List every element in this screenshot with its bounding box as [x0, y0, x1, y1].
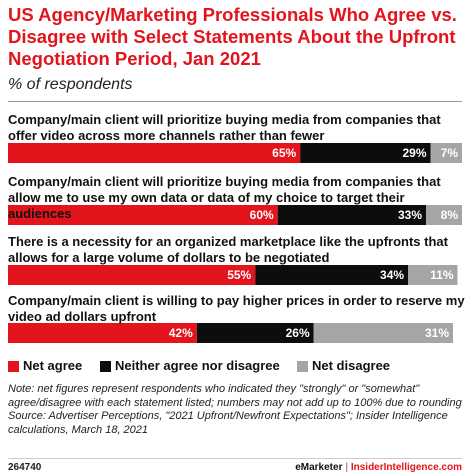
- category-label: There is a necessity for an organized ma…: [8, 234, 448, 265]
- legend-swatch: [297, 361, 308, 372]
- category-label: Company/main client will prioritize buyi…: [8, 174, 441, 221]
- bar-segment: [408, 265, 458, 285]
- data-label: 7%: [441, 146, 459, 160]
- data-label: 33%: [398, 208, 422, 222]
- legend-label: Net disagree: [312, 358, 391, 373]
- legend-label: Neither agree nor disagree: [115, 358, 280, 373]
- bar-segment: [255, 265, 409, 285]
- bar-segment: [426, 205, 462, 225]
- data-label: 11%: [430, 268, 454, 282]
- data-label: 34%: [380, 268, 404, 282]
- bar-segment: [196, 323, 314, 343]
- separator: |: [345, 462, 349, 473]
- chart-subtitle: % of respondents: [8, 76, 133, 93]
- data-label: 26%: [286, 326, 310, 340]
- bar-segment: [430, 143, 462, 163]
- footer-id: 264740: [8, 462, 42, 473]
- bar-segment: [313, 323, 454, 343]
- bar-segment: [8, 143, 301, 163]
- data-label: 8%: [441, 208, 459, 222]
- bar-segment: [277, 205, 427, 225]
- data-label: 60%: [250, 208, 274, 222]
- divider: [8, 101, 462, 102]
- category-label: Company/main client is willing to pay hi…: [8, 293, 465, 324]
- source: Source: Advertiser Perceptions, "2021 Up…: [8, 410, 448, 436]
- category-label: Company/main client will prioritize buyi…: [8, 112, 441, 143]
- data-label: 65%: [272, 146, 296, 160]
- bar-segment: [8, 323, 197, 343]
- legend-swatch: [100, 361, 111, 372]
- brand: eMarketer: [295, 462, 343, 473]
- legend-swatch: [8, 361, 19, 372]
- divider: [8, 458, 462, 459]
- bar-segment: [8, 205, 278, 225]
- bar-segment: [300, 143, 431, 163]
- data-label: 31%: [425, 326, 449, 340]
- site: InsiderIntelligence.com: [350, 462, 462, 473]
- data-label: 55%: [227, 268, 251, 282]
- chart-title: US Agency/Marketing Professionals Who Ag…: [8, 4, 457, 69]
- legend-label: Net agree: [23, 358, 83, 373]
- footer-brand: eMarketer | InsiderIntelligence.com: [295, 462, 462, 473]
- bar-segment: [8, 265, 256, 285]
- note: Note: net figures represent respondents …: [8, 383, 462, 409]
- data-label: 29%: [403, 146, 427, 160]
- data-label: 42%: [169, 326, 193, 340]
- notes: Note: net figures represent respondents …: [8, 383, 464, 437]
